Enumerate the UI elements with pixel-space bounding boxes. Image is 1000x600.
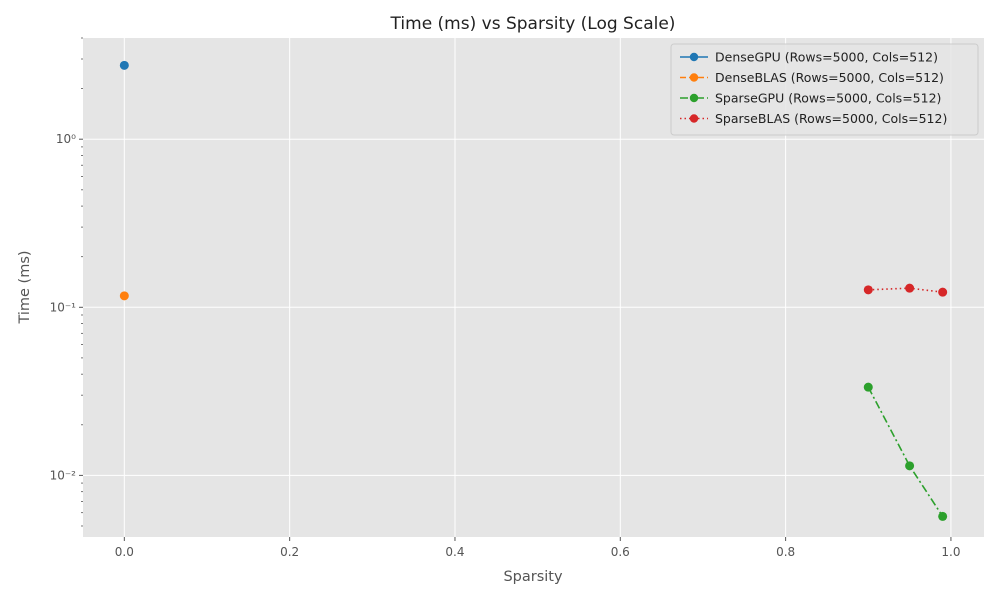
legend-item: DenseGPU (Rows=5000, Cols=512) bbox=[680, 50, 938, 65]
data-point bbox=[905, 461, 915, 471]
data-point bbox=[938, 287, 948, 297]
legend-marker bbox=[689, 93, 699, 103]
x-tick-label: 0.2 bbox=[280, 545, 299, 559]
legend-item: SparseBLAS (Rows=5000, Cols=512) bbox=[680, 111, 947, 126]
legend-item: DenseBLAS (Rows=5000, Cols=512) bbox=[680, 70, 944, 85]
data-point bbox=[119, 60, 129, 70]
x-axis-label: Sparsity bbox=[503, 569, 563, 585]
legend-item: SparseGPU (Rows=5000, Cols=512) bbox=[680, 91, 941, 106]
x-tick-label: 1.0 bbox=[941, 545, 960, 559]
legend-marker bbox=[689, 114, 699, 123]
chart-title: Time (ms) vs Sparsity (Log Scale) bbox=[390, 14, 676, 34]
series-2 bbox=[863, 382, 948, 521]
series-3 bbox=[863, 283, 948, 297]
y-axis: 10⁻² 10⁻¹ 10⁰ bbox=[50, 132, 83, 482]
legend-label: DenseBLAS (Rows=5000, Cols=512) bbox=[715, 70, 944, 85]
data-point bbox=[863, 382, 873, 392]
y-tick-label: 10⁻² bbox=[50, 468, 77, 482]
series-1 bbox=[119, 291, 129, 301]
x-tick-label: 0.6 bbox=[611, 545, 630, 559]
data-point bbox=[119, 291, 129, 301]
y-tick-label: 10⁰ bbox=[56, 132, 76, 146]
legend: DenseGPU (Rows=5000, Cols=512) DenseBLAS … bbox=[670, 43, 979, 136]
series-layer bbox=[119, 60, 948, 521]
legend-marker bbox=[689, 73, 699, 82]
x-tick-label: 0.4 bbox=[445, 545, 464, 559]
y-axis-label: Time (ms) bbox=[17, 250, 33, 324]
x-tick-label: 0.8 bbox=[776, 545, 795, 559]
y-tick-label: 10⁻¹ bbox=[50, 300, 77, 314]
x-tick-label: 0.0 bbox=[115, 545, 134, 559]
legend-label: SparseGPU (Rows=5000, Cols=512) bbox=[715, 91, 941, 106]
x-axis: 0.0 0.2 0.4 0.6 0.8 1.0 bbox=[115, 537, 960, 559]
legend-box bbox=[670, 43, 979, 136]
minor-ticks bbox=[81, 37, 83, 527]
series-0 bbox=[119, 60, 129, 70]
data-point bbox=[938, 511, 948, 521]
data-point bbox=[863, 285, 873, 295]
data-point bbox=[905, 283, 915, 293]
series-line bbox=[867, 386, 944, 517]
legend-marker bbox=[689, 52, 699, 62]
legend-label: SparseBLAS (Rows=5000, Cols=512) bbox=[715, 111, 947, 126]
legend-label: DenseGPU (Rows=5000, Cols=512) bbox=[715, 50, 938, 65]
